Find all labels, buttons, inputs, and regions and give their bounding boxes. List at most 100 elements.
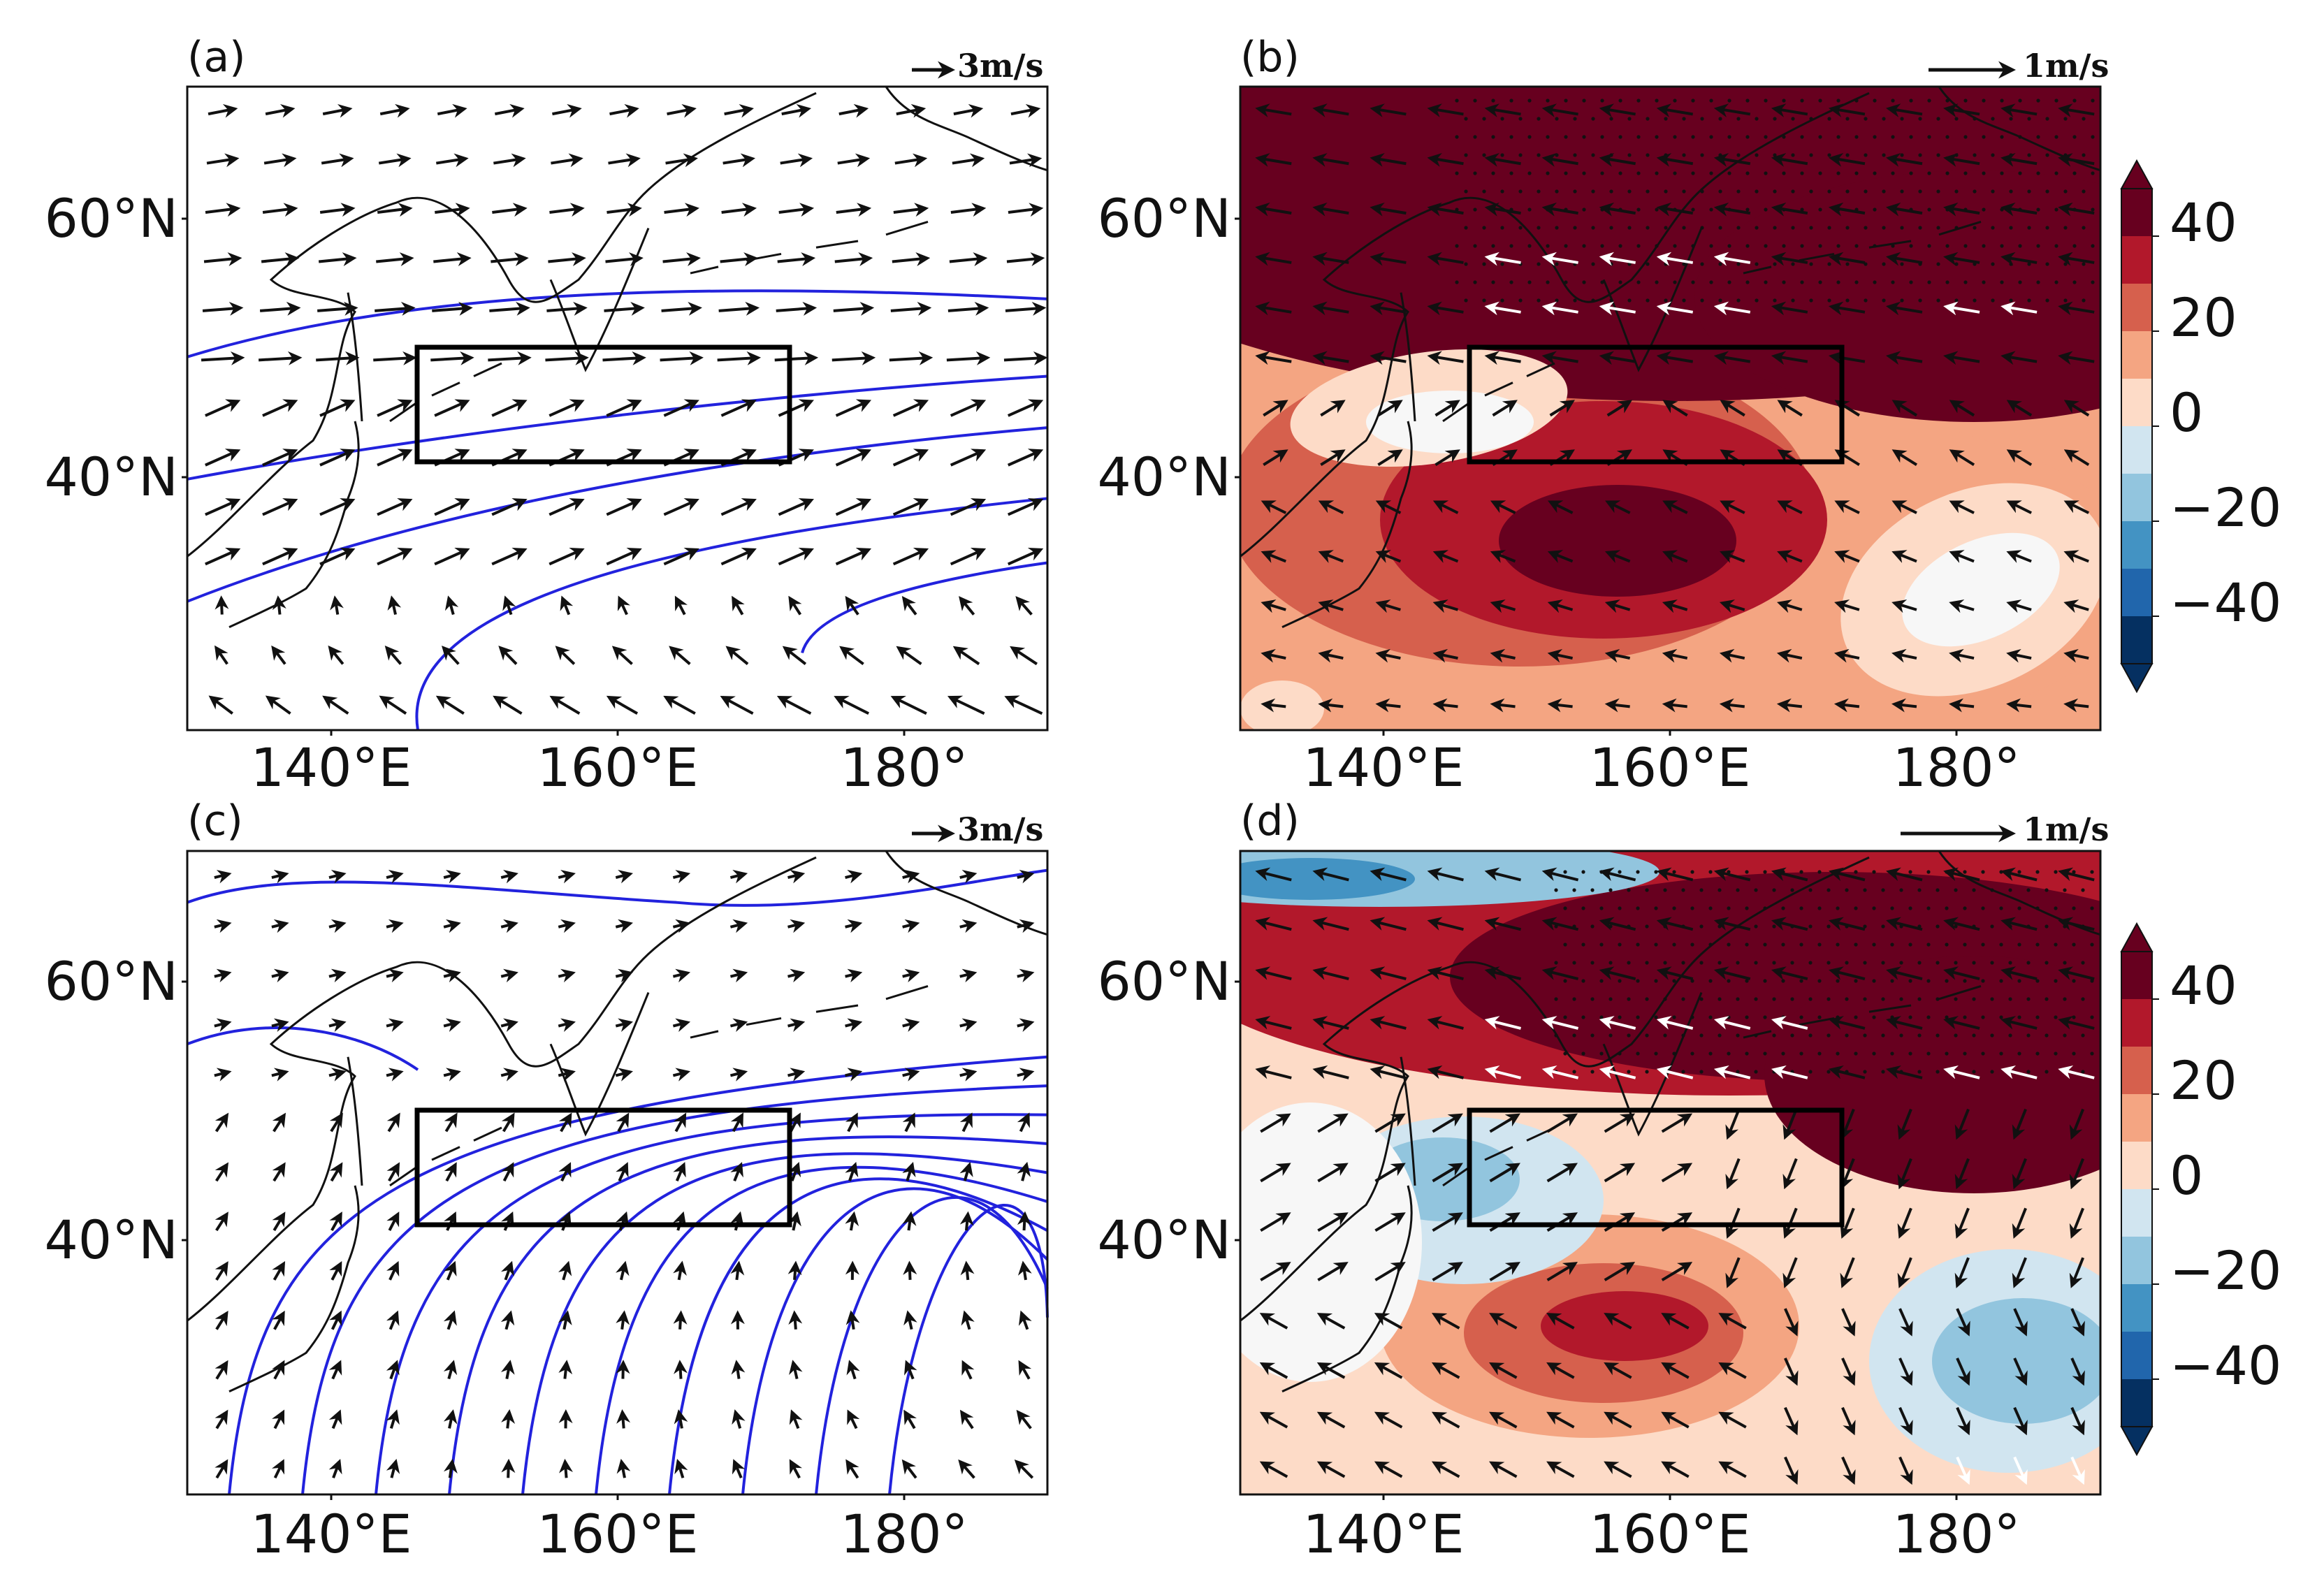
significance-dot (1781, 979, 1785, 983)
wind-vector (1017, 870, 1035, 884)
wind-vector (1432, 648, 1458, 663)
significance-dot (1709, 244, 1713, 248)
significance-dot (1599, 906, 1604, 910)
significance-dot (1673, 244, 1677, 248)
significance-dot (1745, 906, 1749, 910)
significance-dot (1682, 189, 1686, 194)
significance-dot (1690, 979, 1694, 983)
wind-vector (1897, 1108, 1912, 1140)
significance-dot (1609, 153, 1613, 157)
wind-vector (617, 595, 631, 616)
wind-vector (263, 153, 297, 168)
wind-vector (558, 1112, 572, 1133)
wind-vector (379, 695, 407, 715)
wind-vector (789, 1459, 803, 1479)
significance-dot (1836, 99, 1840, 103)
significance-dot (1482, 226, 1486, 230)
wind-vector (2063, 449, 2090, 467)
wind-vector (1725, 1158, 1741, 1190)
wind-vector (892, 449, 929, 467)
significance-dot (1590, 961, 1595, 965)
significance-dot (2045, 262, 2049, 266)
wind-vector (2013, 1308, 2028, 1337)
significance-dot (1636, 979, 1640, 983)
significance-dot (1891, 280, 1895, 284)
significance-dot (1673, 280, 1677, 284)
significance-dot (1699, 1033, 1704, 1038)
significance-dot (1872, 870, 1876, 874)
significance-dot (1781, 906, 1785, 910)
significance-dot (1963, 870, 1967, 874)
wind-vector (847, 1409, 860, 1429)
significance-dot (1764, 280, 1768, 284)
wind-vector (2000, 301, 2038, 316)
wind-vector (947, 301, 989, 316)
wind-vector (1776, 698, 1803, 713)
wind-vector (1604, 1262, 1636, 1281)
significance-dot (1936, 153, 1940, 157)
significance-dot (1854, 171, 1859, 175)
wind-vector (501, 1409, 516, 1429)
significance-dot (1764, 135, 1768, 139)
wind-vector (673, 1211, 687, 1231)
significance-dot (1636, 244, 1641, 248)
significance-dot (1809, 189, 1813, 194)
significance-dot (1808, 1033, 1813, 1038)
wind-vector (1017, 968, 1035, 983)
significance-dot (2091, 244, 2095, 248)
wind-vector (1541, 351, 1578, 365)
wind-vector (1255, 1016, 1292, 1030)
significance-dot (1736, 888, 1740, 892)
significance-dot (1609, 117, 1613, 121)
significance-dot (2027, 153, 2031, 157)
significance-dot (1799, 943, 1803, 947)
wind-vector (1719, 599, 1745, 613)
wind-vector (1432, 1262, 1463, 1281)
wind-vector (215, 1310, 228, 1330)
wind-vector (1886, 351, 1923, 365)
wind-vector (1432, 550, 1459, 563)
significance-dot (1799, 1015, 1803, 1019)
significance-dot (1973, 226, 1977, 230)
wind-vector (1255, 202, 1292, 217)
significance-dot (1727, 135, 1731, 139)
significance-dot (1782, 244, 1786, 248)
wind-vector (491, 399, 528, 417)
significance-dot (1817, 1015, 1822, 1019)
significance-dot (1908, 906, 1912, 910)
significance-dot (1936, 997, 1940, 1001)
significance-dot (1900, 298, 1904, 303)
wind-vector (1725, 1108, 1741, 1140)
significance-dot (1573, 298, 1577, 303)
wind-vector (558, 1360, 573, 1379)
significance-dot (2072, 943, 2076, 947)
wind-vector (432, 301, 473, 316)
wind-vector (776, 696, 812, 715)
significance-dot (1763, 979, 1767, 983)
wind-vector (318, 252, 357, 266)
wind-vector (1661, 1212, 1693, 1232)
wind-vector (265, 103, 296, 118)
significance-dot (1827, 298, 1831, 303)
wind-vector (500, 870, 518, 884)
wind-vector (615, 870, 633, 884)
wind-vector (1943, 917, 1980, 931)
wind-vector (1771, 867, 1808, 882)
panel-d-xtick-140E: 140°E (1302, 1503, 1464, 1565)
significance-dot (1954, 153, 1959, 157)
wind-vector (1943, 301, 1980, 316)
wind-vector (1949, 599, 1975, 613)
wind-vector (435, 153, 469, 168)
significance-dot (1826, 961, 1831, 965)
wind-vector (430, 351, 474, 365)
significance-dot (1909, 135, 1913, 139)
wind-vector (1656, 867, 1694, 882)
significance-dot (1455, 280, 1459, 284)
significance-dot (2072, 979, 2076, 983)
significance-dot (1700, 298, 1704, 303)
wind-vector (661, 301, 702, 316)
significance-dot (1518, 153, 1523, 157)
significance-dot (1708, 1051, 1713, 1056)
significance-dot (1845, 888, 1849, 892)
significance-dot (1954, 262, 1959, 266)
